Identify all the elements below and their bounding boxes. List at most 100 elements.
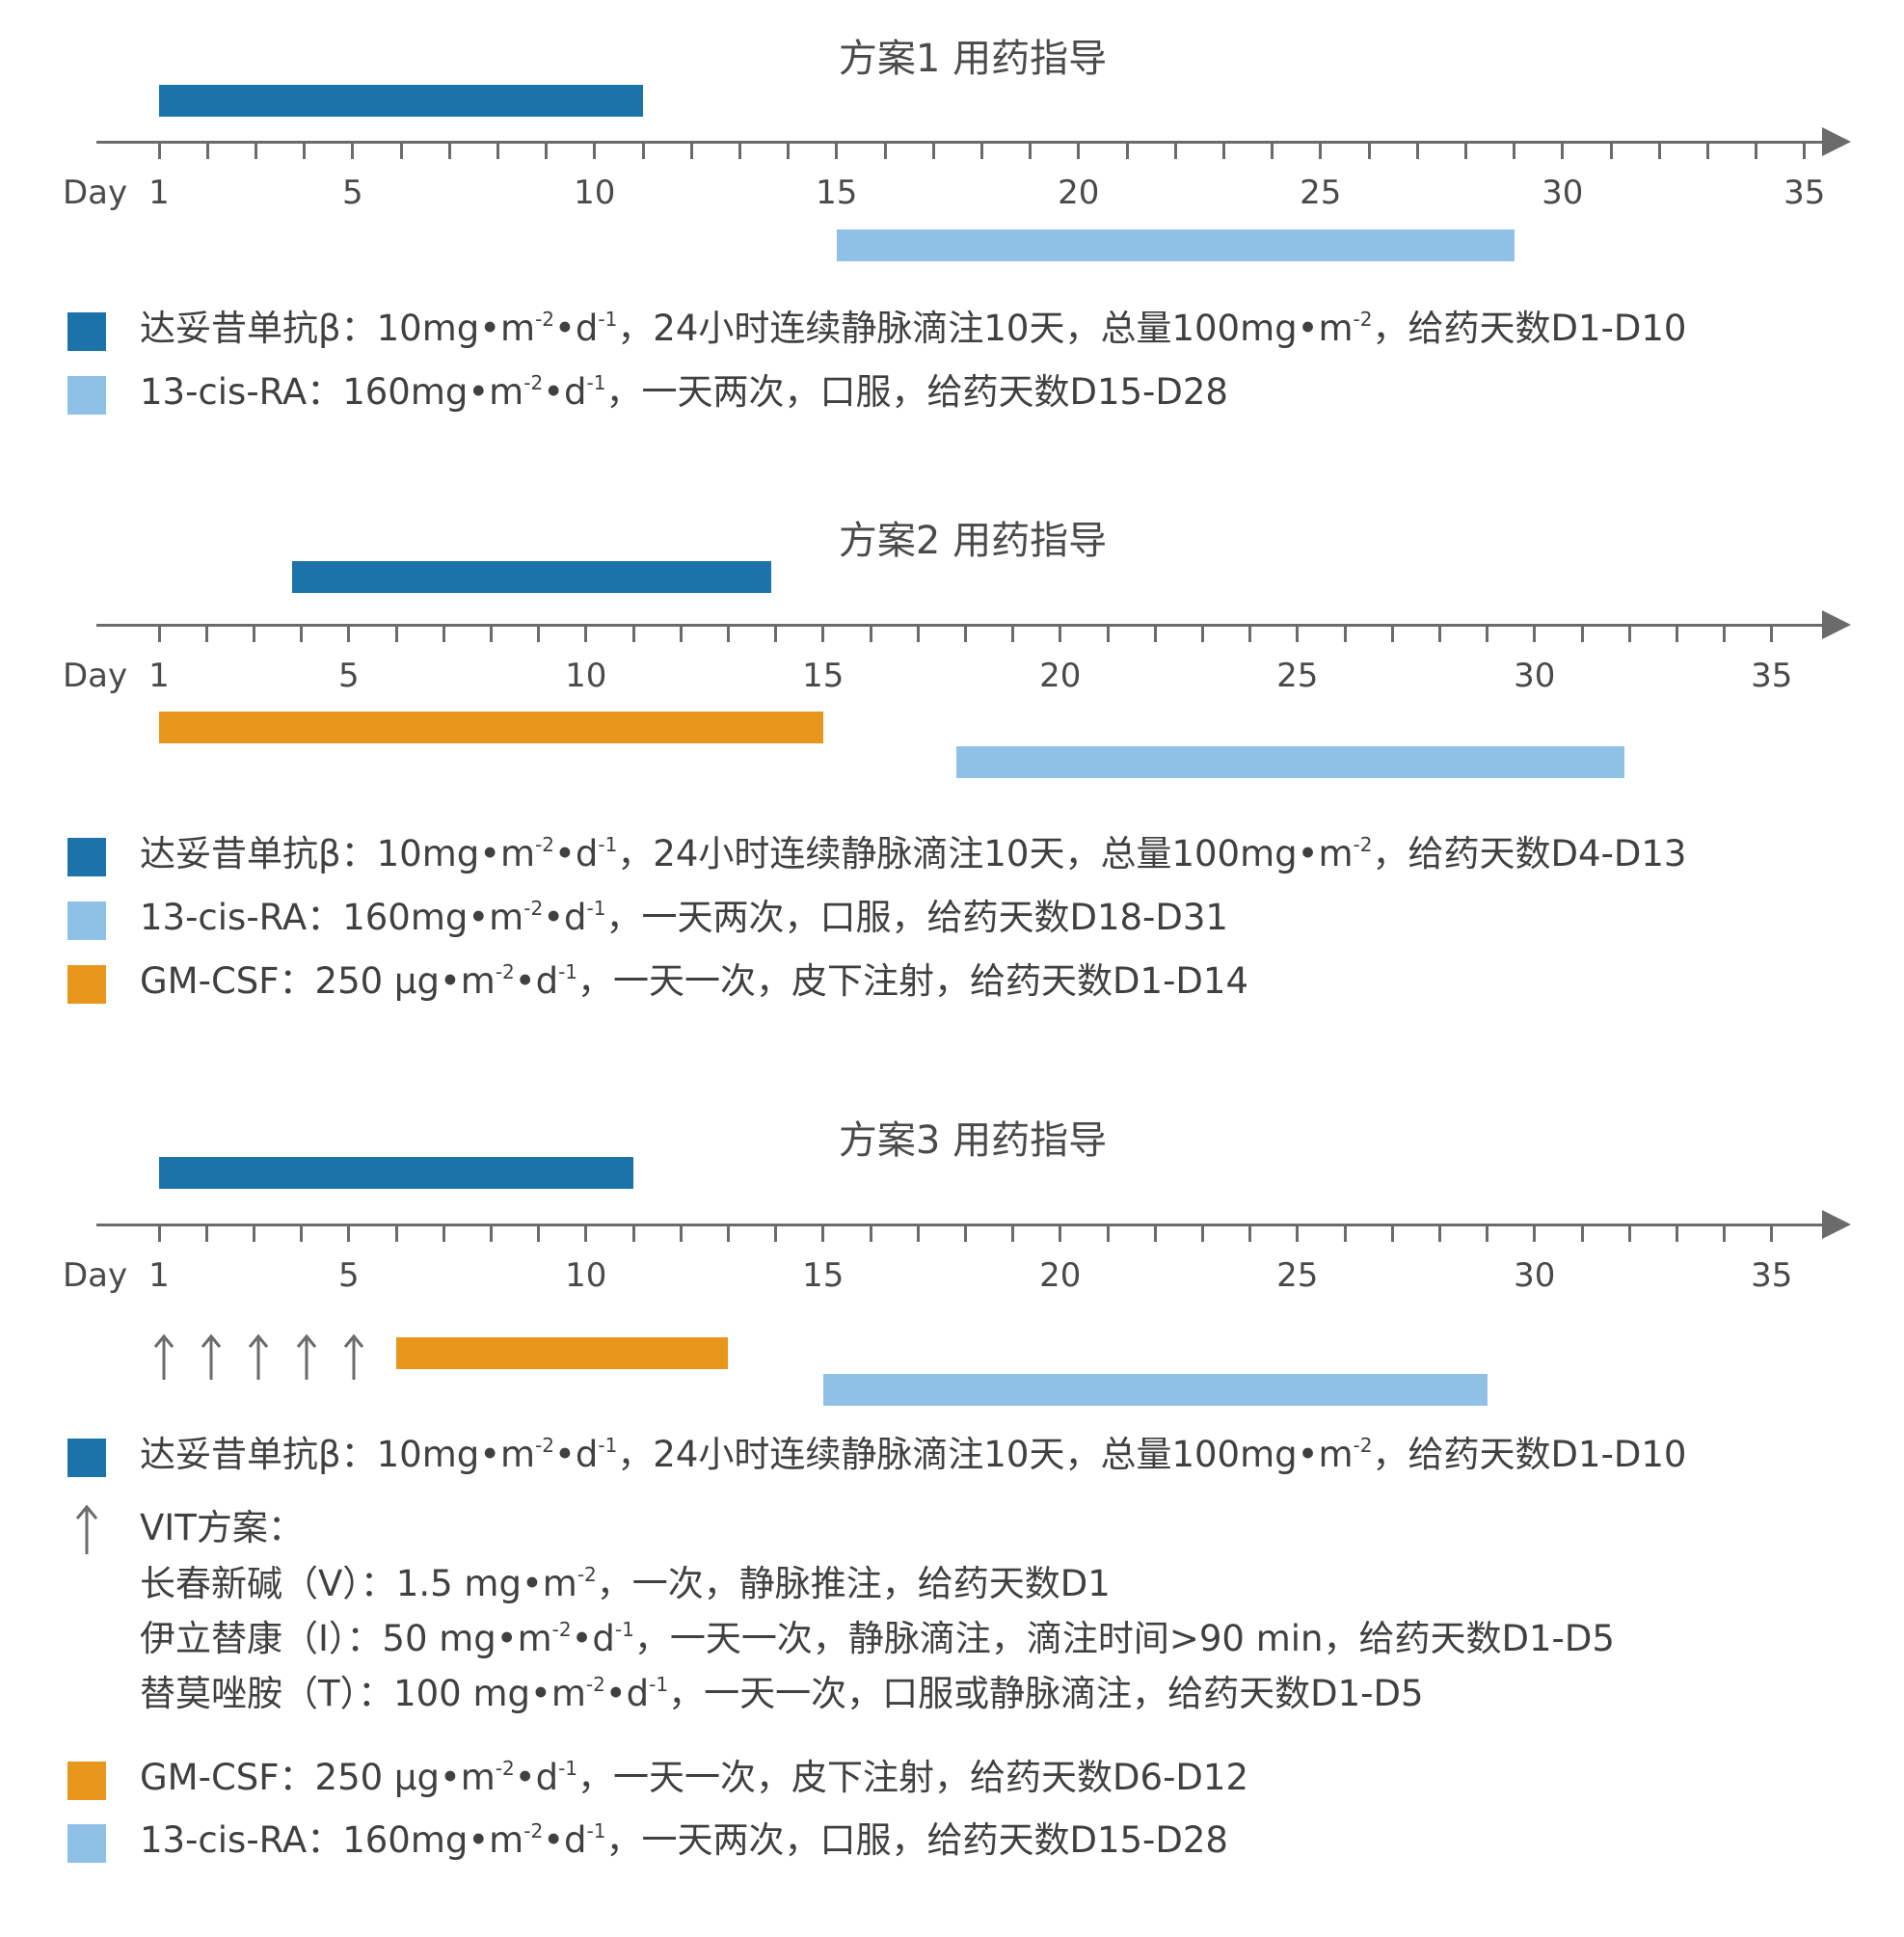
vit-up-arrow-icon (249, 1333, 269, 1380)
tick-label: 10 (574, 174, 616, 212)
legend-swatch-cis-ra (67, 901, 106, 940)
legend-text-part: 达妥昔单抗β：10mg•m (140, 1434, 536, 1475)
axis-tick (1486, 1224, 1489, 1242)
axis-tick (1415, 142, 1419, 159)
legend-text: 达妥昔单抗β：10mg•m-2•d-1，24小时连续静脉滴注10天，总量100m… (140, 833, 1686, 875)
legend-text-part: ，一天一次，口服或静脉滴注，给药天数D1-D5 (668, 1673, 1424, 1714)
axis-tick (1059, 1224, 1062, 1242)
axis-tick (593, 142, 597, 159)
tick-label: 25 (1300, 174, 1342, 212)
axis-tick (545, 142, 549, 159)
timeline-axis (96, 1224, 1822, 1226)
schedule-bar-dinutuximab (159, 85, 643, 117)
axis-day-label: Day (63, 657, 128, 695)
legend-text-part: •d (554, 833, 599, 874)
legend-text-part: 达妥昔单抗β：10mg•m (140, 308, 536, 349)
tick-label: 20 (1039, 657, 1082, 695)
vit-up-arrow-icon (343, 1333, 363, 1380)
axis-arrow-icon (1822, 127, 1851, 156)
legend-text: 长春新碱（V）：1.5 mg•m-2，一次，静脉推注，给药天数D1 (140, 1563, 1111, 1605)
tick-label: 5 (337, 657, 360, 695)
superscript: -1 (558, 960, 578, 983)
legend-swatch-gmcsf (67, 1762, 106, 1800)
axis-tick (1271, 142, 1274, 159)
axis-tick (1463, 142, 1467, 159)
axis-tick (489, 625, 493, 642)
axis-tick (1077, 142, 1081, 159)
axis-tick (1627, 625, 1631, 642)
axis-tick (963, 1224, 967, 1242)
legend-text-part: 13-cis-RA：160mg•m (140, 371, 524, 413)
superscript: -1 (598, 308, 618, 331)
superscript: -1 (598, 833, 618, 856)
axis-tick (252, 625, 255, 642)
legend-text-part: ，一天一次，静脉滴注，滴注时间>90 min，给药天数D1-D5 (633, 1618, 1615, 1659)
legend-text: 达妥昔单抗β：10mg•m-2•d-1，24小时连续静脉滴注10天，总量100m… (140, 308, 1686, 350)
legend-text-part: 伊立替康（I）：50 mg•m (140, 1618, 552, 1659)
tick-label: 5 (341, 174, 363, 212)
axis-tick (1296, 1224, 1300, 1242)
axis-tick (1437, 1224, 1441, 1242)
axis-tick (821, 625, 825, 642)
legend-text-part: •d (554, 1434, 599, 1475)
superscript: -1 (649, 1673, 669, 1696)
axis-tick (204, 1224, 208, 1242)
axis-tick (1390, 1224, 1394, 1242)
axis-arrow-icon (1822, 1210, 1851, 1239)
tick-label: 1 (148, 657, 170, 695)
axis-tick (774, 625, 778, 642)
axis-tick (205, 142, 209, 159)
panel-title: 方案3 用药指导 (838, 1118, 1108, 1163)
legend-text-part: •d (604, 1673, 650, 1714)
axis-tick (1367, 142, 1371, 159)
axis-tick (737, 142, 741, 159)
tick-label: 15 (802, 1256, 845, 1295)
legend-text-part: GM-CSF：250 μg•m (140, 1757, 496, 1798)
axis-tick (442, 1224, 445, 1242)
tick-label: 1 (148, 174, 170, 212)
vit-up-arrow-icon (201, 1333, 222, 1380)
axis-tick (157, 625, 161, 642)
legend-text-part: ，24小时连续静脉滴注10天，总量100mg•m (617, 1434, 1354, 1475)
legend-text: GM-CSF：250 μg•m-2•d-1，一天一次，皮下注射，给药天数D6-D… (140, 1757, 1248, 1799)
axis-tick (1533, 625, 1537, 642)
axis-tick (1343, 625, 1347, 642)
vit-up-arrow-icon (296, 1333, 316, 1380)
axis-tick (1770, 1224, 1774, 1242)
axis-tick (1675, 625, 1678, 642)
axis-tick (774, 1224, 778, 1242)
axis-tick (1106, 1224, 1110, 1242)
axis-tick (1029, 142, 1032, 159)
tick-label: 30 (1514, 1256, 1556, 1295)
axis-tick (204, 625, 208, 642)
legend-swatch-dinutuximab (67, 1439, 106, 1477)
legend-text-part: •d (514, 1757, 559, 1798)
tick-label: 35 (1751, 657, 1793, 695)
axis-tick (394, 625, 398, 642)
axis-tick (1106, 625, 1110, 642)
axis-tick (869, 1224, 872, 1242)
axis-tick (726, 1224, 730, 1242)
axis-tick (631, 625, 635, 642)
legend-swatch-dinutuximab (67, 838, 106, 876)
axis-tick (1221, 142, 1225, 159)
panel-title: 方案2 用药指导 (838, 519, 1108, 563)
legend-text: 达妥昔单抗β：10mg•m-2•d-1，24小时连续静脉滴注10天，总量100m… (140, 1434, 1686, 1476)
superscript: -1 (598, 1434, 618, 1457)
schedule-bar-dinutuximab (159, 1157, 633, 1189)
axis-tick (300, 1224, 304, 1242)
axis-tick (1173, 142, 1177, 159)
legend-swatch-gmcsf (67, 965, 106, 1004)
axis-tick (679, 625, 683, 642)
axis-tick (584, 625, 588, 642)
legend-text: 伊立替康（I）：50 mg•m-2•d-1，一天一次，静脉滴注，滴注时间>90 … (140, 1618, 1615, 1660)
axis-tick (1200, 1224, 1204, 1242)
legend-text-part: 替莫唑胺（T）：100 mg•m (140, 1673, 586, 1714)
axis-tick (1319, 142, 1323, 159)
axis-tick (679, 1224, 683, 1242)
tick-label: 30 (1514, 657, 1556, 695)
legend-text: 替莫唑胺（T）：100 mg•m-2•d-1，一天一次，口服或静脉滴注，给药天数… (140, 1673, 1424, 1715)
axis-tick (584, 1224, 588, 1242)
axis-tick (394, 1224, 398, 1242)
